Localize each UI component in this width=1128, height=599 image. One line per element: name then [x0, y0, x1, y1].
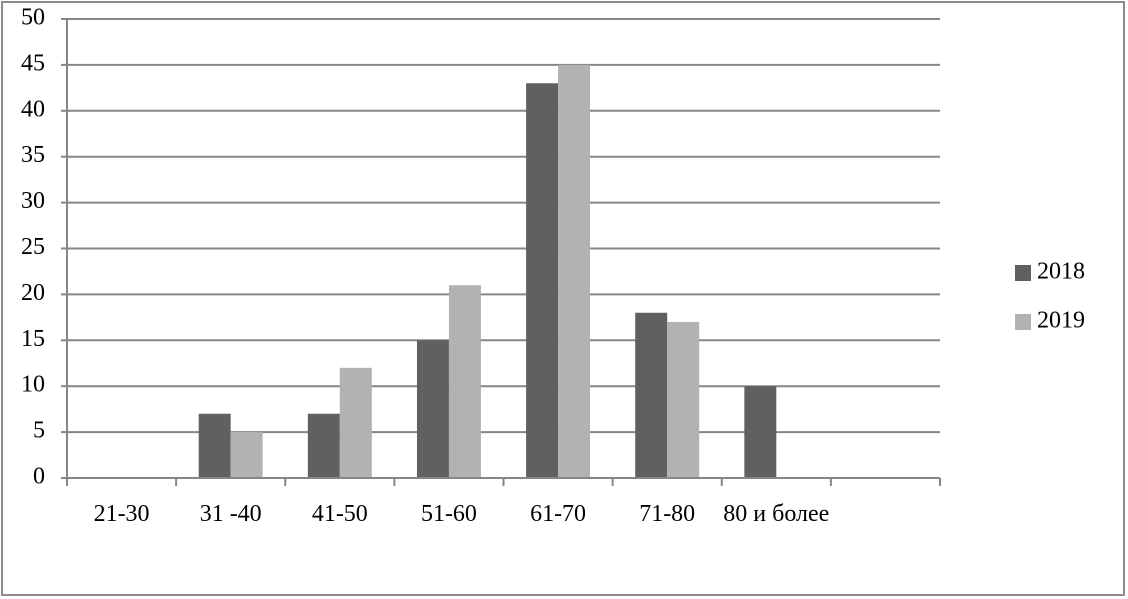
- y-tick-label: 45: [21, 50, 45, 76]
- bar: [416, 340, 449, 478]
- legend-swatch: [1015, 314, 1031, 330]
- y-tick-label: 30: [21, 188, 45, 214]
- bar: [558, 64, 591, 479]
- y-tick-label: 40: [21, 96, 45, 122]
- y-tick-label: 50: [21, 5, 45, 31]
- bar: [744, 386, 777, 478]
- y-tick-label: 35: [21, 142, 45, 168]
- x-tick-label: 71-80: [639, 501, 696, 527]
- bar: [667, 321, 700, 478]
- x-tick-label: 31 -40: [199, 501, 262, 527]
- bar: [339, 367, 372, 478]
- legend-label: 2019: [1037, 308, 1085, 334]
- legend-swatch: [1015, 265, 1031, 281]
- y-tick-label: 15: [21, 326, 45, 352]
- y-tick-label: 0: [33, 464, 45, 490]
- x-tick-label: 51-60: [420, 501, 477, 527]
- bar: [230, 432, 263, 478]
- y-tick-label: 20: [21, 280, 45, 306]
- bar: [635, 312, 668, 478]
- x-tick-label: 41-50: [311, 501, 368, 527]
- bar: [307, 413, 340, 478]
- y-tick-label: 25: [21, 234, 45, 260]
- legend-label: 2018: [1037, 259, 1085, 285]
- y-tick-label: 10: [21, 372, 45, 398]
- bar: [526, 83, 559, 478]
- y-tick-label: 5: [33, 418, 45, 444]
- x-tick-label: 80 и более: [723, 501, 830, 527]
- bar: [448, 285, 481, 478]
- x-tick-label: 61-70: [530, 501, 587, 527]
- bar: [198, 413, 231, 478]
- x-tick-label: 21-30: [93, 501, 150, 527]
